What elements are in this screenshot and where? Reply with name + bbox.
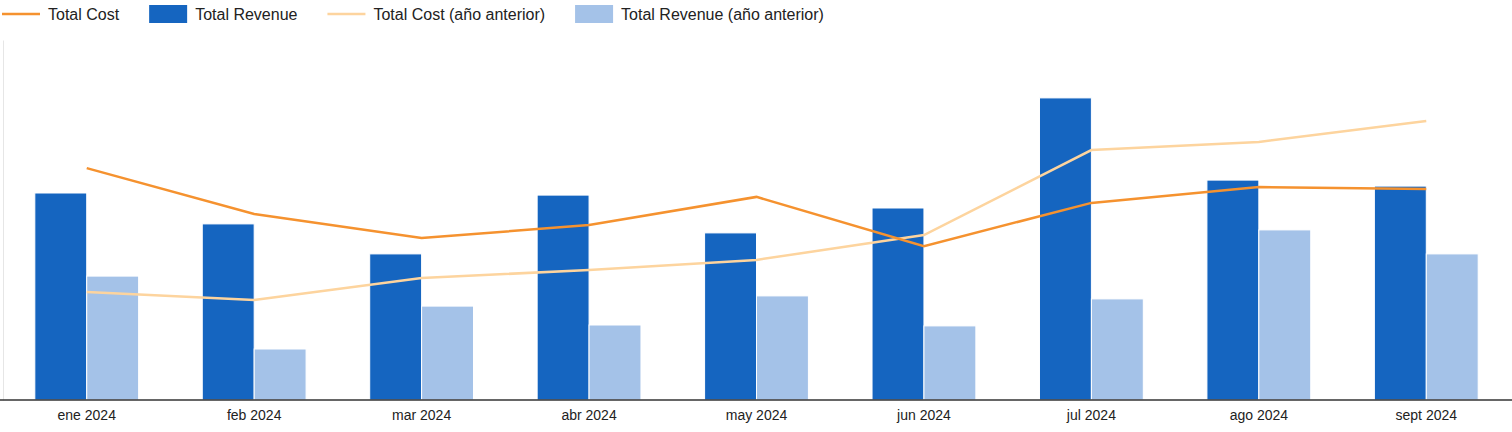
x-tick: jun 2024 [896, 400, 951, 423]
x-tick-label: feb 2024 [227, 407, 282, 423]
legend-item: Total Revenue (año anterior) [575, 5, 824, 23]
x-tick-label: may 2024 [726, 407, 788, 423]
legend-item: Total Cost (año anterior) [327, 6, 545, 23]
y-axis [3, 41, 5, 401]
x-tick: may 2024 [726, 400, 788, 423]
x-tick-label: jul 2024 [1066, 407, 1116, 423]
x-tick-label: sept 2024 [1396, 407, 1458, 423]
line [87, 121, 1427, 300]
line [87, 168, 1427, 246]
legend-swatch [2, 13, 40, 16]
x-tick: ago 2024 [1230, 400, 1289, 423]
legend-swatch [149, 5, 187, 23]
legend-label: Total Cost (año anterior) [373, 6, 545, 23]
x-tick: feb 2024 [227, 400, 282, 423]
x-tick-label: ene 2024 [58, 407, 117, 423]
x-tick-label: jun 2024 [896, 407, 951, 423]
x-tick-label: abr 2024 [561, 407, 616, 423]
legend-item: Total Cost [2, 6, 120, 23]
x-axis: ene 2024 feb 2024 mar 2024 abr 2024 may 2024… [0, 400, 1512, 423]
x-tick-label: ago 2024 [1230, 407, 1289, 423]
bar [1426, 254, 1478, 400]
bar [1039, 98, 1091, 400]
bar [202, 224, 254, 400]
x-tick: ene 2024 [58, 400, 117, 423]
x-tick: mar 2024 [392, 400, 451, 423]
bar [254, 349, 306, 400]
x-tick: sept 2024 [1396, 400, 1458, 423]
legend-swatch [575, 5, 613, 23]
x-tick: jul 2024 [1066, 400, 1116, 423]
bar-series [35, 98, 1426, 400]
bar [589, 325, 641, 400]
y-axis-line [3, 41, 4, 401]
legend-item: Total Revenue [149, 5, 297, 23]
x-axis-line [0, 399, 1512, 401]
bar [370, 254, 422, 400]
legend-label: Total Revenue [195, 6, 297, 23]
chart: ene 2024 feb 2024 mar 2024 abr 2024 may 2024… [0, 0, 1512, 432]
bar [705, 233, 757, 400]
bar [1374, 186, 1426, 400]
legend: Total Cost Total Revenue Total Cost (año a… [2, 5, 824, 23]
bar [757, 296, 809, 400]
x-tick: abr 2024 [561, 400, 616, 423]
plot-area [35, 98, 1478, 400]
bar [1207, 180, 1259, 400]
legend-label: Total Cost [48, 6, 120, 23]
x-tick-label: mar 2024 [392, 407, 451, 423]
bar [422, 306, 474, 400]
legend-label: Total Revenue (año anterior) [621, 6, 824, 23]
legend-swatch [327, 13, 365, 16]
bar [1091, 299, 1143, 400]
bar [1259, 230, 1311, 400]
bar [35, 193, 87, 400]
bar [924, 326, 976, 400]
